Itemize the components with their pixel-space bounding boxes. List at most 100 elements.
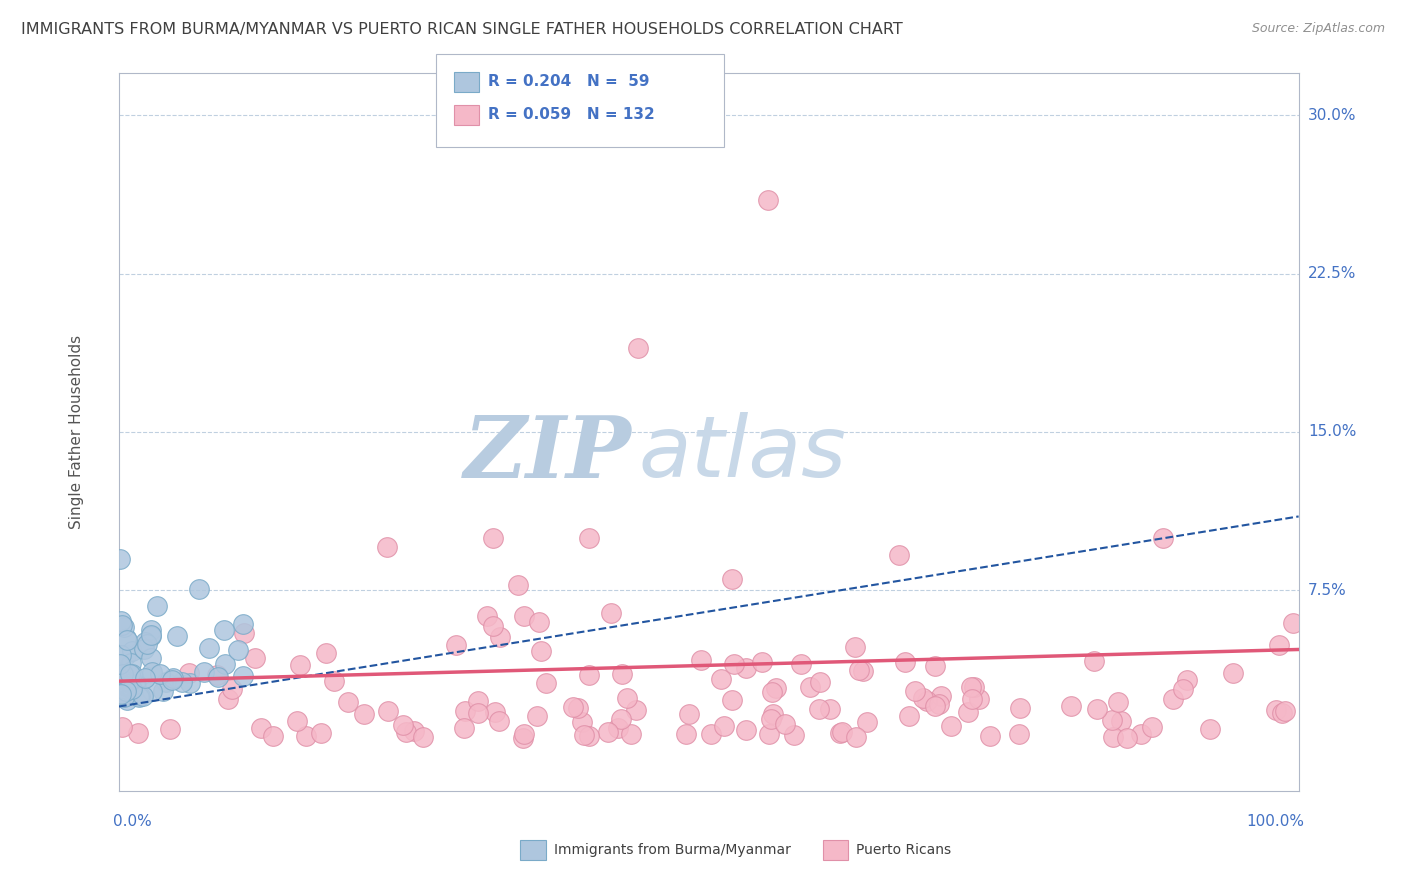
Point bbox=[911, 690, 934, 705]
Point bbox=[149, 666, 172, 681]
Point bbox=[121, 667, 143, 681]
Point bbox=[1085, 702, 1108, 716]
Point bbox=[395, 725, 418, 739]
Text: 0.0%: 0.0% bbox=[112, 814, 152, 829]
Point bbox=[512, 731, 534, 745]
Point bbox=[721, 572, 744, 586]
Point bbox=[808, 675, 831, 690]
Point bbox=[924, 698, 946, 713]
Point bbox=[120, 676, 142, 690]
Point bbox=[610, 666, 633, 681]
Point bbox=[353, 706, 375, 721]
Point bbox=[108, 551, 131, 566]
Point bbox=[110, 614, 132, 628]
Point bbox=[127, 726, 149, 740]
Point bbox=[214, 657, 236, 672]
Text: 7.5%: 7.5% bbox=[1308, 582, 1347, 598]
Point bbox=[446, 638, 468, 652]
Point bbox=[288, 658, 311, 673]
Point bbox=[1282, 615, 1305, 630]
Point bbox=[136, 638, 159, 652]
Point bbox=[626, 703, 648, 717]
Point bbox=[578, 729, 600, 743]
Text: R = 0.204   N =  59: R = 0.204 N = 59 bbox=[488, 74, 650, 88]
Point bbox=[114, 677, 136, 691]
Point bbox=[904, 684, 927, 698]
Point bbox=[232, 617, 254, 632]
Point bbox=[1268, 638, 1291, 652]
Point bbox=[571, 714, 593, 729]
Point bbox=[762, 706, 785, 721]
Point bbox=[115, 631, 138, 645]
Point bbox=[627, 341, 650, 355]
Point bbox=[1140, 721, 1163, 735]
Point bbox=[187, 582, 209, 596]
Point bbox=[160, 673, 183, 687]
Point bbox=[1116, 731, 1139, 745]
Point bbox=[110, 648, 132, 662]
Point bbox=[141, 629, 163, 643]
Point bbox=[250, 721, 273, 735]
Point bbox=[115, 633, 138, 648]
Point bbox=[141, 684, 163, 698]
Point bbox=[790, 657, 813, 671]
Point bbox=[139, 651, 162, 665]
Point bbox=[939, 718, 962, 732]
Point bbox=[166, 630, 188, 644]
Point bbox=[1008, 701, 1031, 715]
Point bbox=[128, 690, 150, 705]
Point bbox=[713, 718, 735, 732]
Point bbox=[481, 531, 503, 545]
Point bbox=[141, 665, 163, 680]
Point bbox=[828, 725, 851, 739]
Point bbox=[1107, 695, 1129, 709]
Point bbox=[141, 628, 163, 642]
Point bbox=[1199, 722, 1222, 736]
Point bbox=[1171, 682, 1194, 697]
Point bbox=[114, 689, 136, 703]
Point bbox=[232, 669, 254, 683]
Point bbox=[118, 666, 141, 681]
Text: R = 0.059   N = 132: R = 0.059 N = 132 bbox=[488, 107, 655, 121]
Point bbox=[226, 642, 249, 657]
Point bbox=[1109, 714, 1132, 728]
Point bbox=[467, 706, 489, 720]
Point bbox=[513, 726, 536, 740]
Point bbox=[159, 722, 181, 736]
Point bbox=[108, 657, 131, 672]
Text: 22.5%: 22.5% bbox=[1308, 266, 1357, 281]
Point bbox=[121, 644, 143, 658]
Text: 15.0%: 15.0% bbox=[1308, 425, 1357, 440]
Point bbox=[831, 725, 853, 739]
Text: IMMIGRANTS FROM BURMA/MYANMAR VS PUERTO RICAN SINGLE FATHER HOUSEHOLDS CORRELATI: IMMIGRANTS FROM BURMA/MYANMAR VS PUERTO … bbox=[21, 22, 903, 37]
Text: Puerto Ricans: Puerto Ricans bbox=[856, 843, 952, 857]
Text: atlas: atlas bbox=[638, 412, 846, 495]
Point bbox=[111, 720, 134, 734]
Point bbox=[1175, 673, 1198, 687]
Point bbox=[115, 648, 138, 662]
Point bbox=[412, 730, 434, 744]
Point bbox=[217, 692, 239, 706]
Point bbox=[121, 681, 143, 696]
Point bbox=[765, 681, 787, 695]
Point bbox=[454, 705, 477, 719]
Point bbox=[124, 677, 146, 691]
Point bbox=[221, 681, 243, 696]
Point bbox=[315, 646, 337, 660]
Point bbox=[848, 663, 870, 677]
Point bbox=[529, 644, 551, 658]
Point bbox=[134, 671, 156, 685]
Point bbox=[323, 673, 346, 688]
Point bbox=[309, 726, 332, 740]
Point bbox=[915, 694, 938, 708]
Point bbox=[979, 729, 1001, 743]
Text: Single Father Households: Single Father Households bbox=[69, 334, 83, 529]
Point bbox=[962, 691, 984, 706]
Point bbox=[610, 712, 633, 726]
Point bbox=[619, 727, 641, 741]
Point bbox=[193, 665, 215, 680]
Point bbox=[578, 668, 600, 682]
Point bbox=[111, 618, 134, 632]
Point bbox=[295, 729, 318, 743]
Point bbox=[675, 726, 697, 740]
